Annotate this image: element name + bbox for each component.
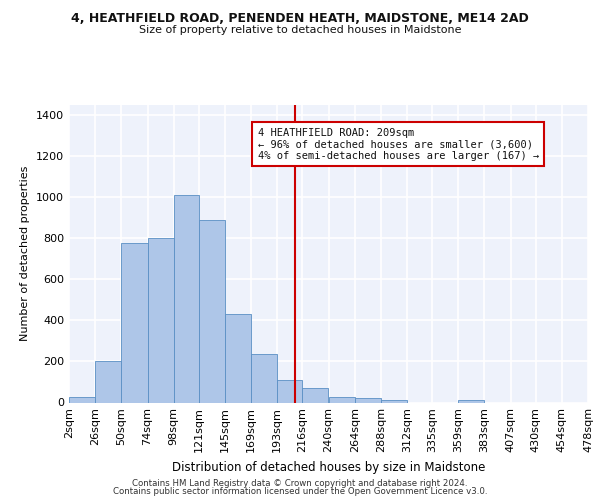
Bar xyxy=(381,400,407,402)
Bar xyxy=(251,354,277,403)
Bar xyxy=(173,196,199,402)
Bar xyxy=(148,238,173,402)
Text: 4 HEATHFIELD ROAD: 209sqm
← 96% of detached houses are smaller (3,600)
4% of sem: 4 HEATHFIELD ROAD: 209sqm ← 96% of detac… xyxy=(257,128,539,161)
Bar xyxy=(329,397,355,402)
Bar xyxy=(277,380,302,402)
Text: Size of property relative to detached houses in Maidstone: Size of property relative to detached ho… xyxy=(139,25,461,35)
Bar xyxy=(458,400,484,402)
Text: Contains public sector information licensed under the Open Government Licence v3: Contains public sector information licen… xyxy=(113,487,487,496)
X-axis label: Distribution of detached houses by size in Maidstone: Distribution of detached houses by size … xyxy=(172,461,485,474)
Bar xyxy=(95,362,121,403)
Y-axis label: Number of detached properties: Number of detached properties xyxy=(20,166,31,342)
Text: Contains HM Land Registry data © Crown copyright and database right 2024.: Contains HM Land Registry data © Crown c… xyxy=(132,478,468,488)
Bar xyxy=(121,244,148,402)
Bar xyxy=(225,314,251,402)
Bar xyxy=(302,388,329,402)
Bar xyxy=(355,398,381,402)
Text: 4, HEATHFIELD ROAD, PENENDEN HEATH, MAIDSTONE, ME14 2AD: 4, HEATHFIELD ROAD, PENENDEN HEATH, MAID… xyxy=(71,12,529,26)
Bar xyxy=(199,220,225,402)
Bar xyxy=(69,398,95,402)
